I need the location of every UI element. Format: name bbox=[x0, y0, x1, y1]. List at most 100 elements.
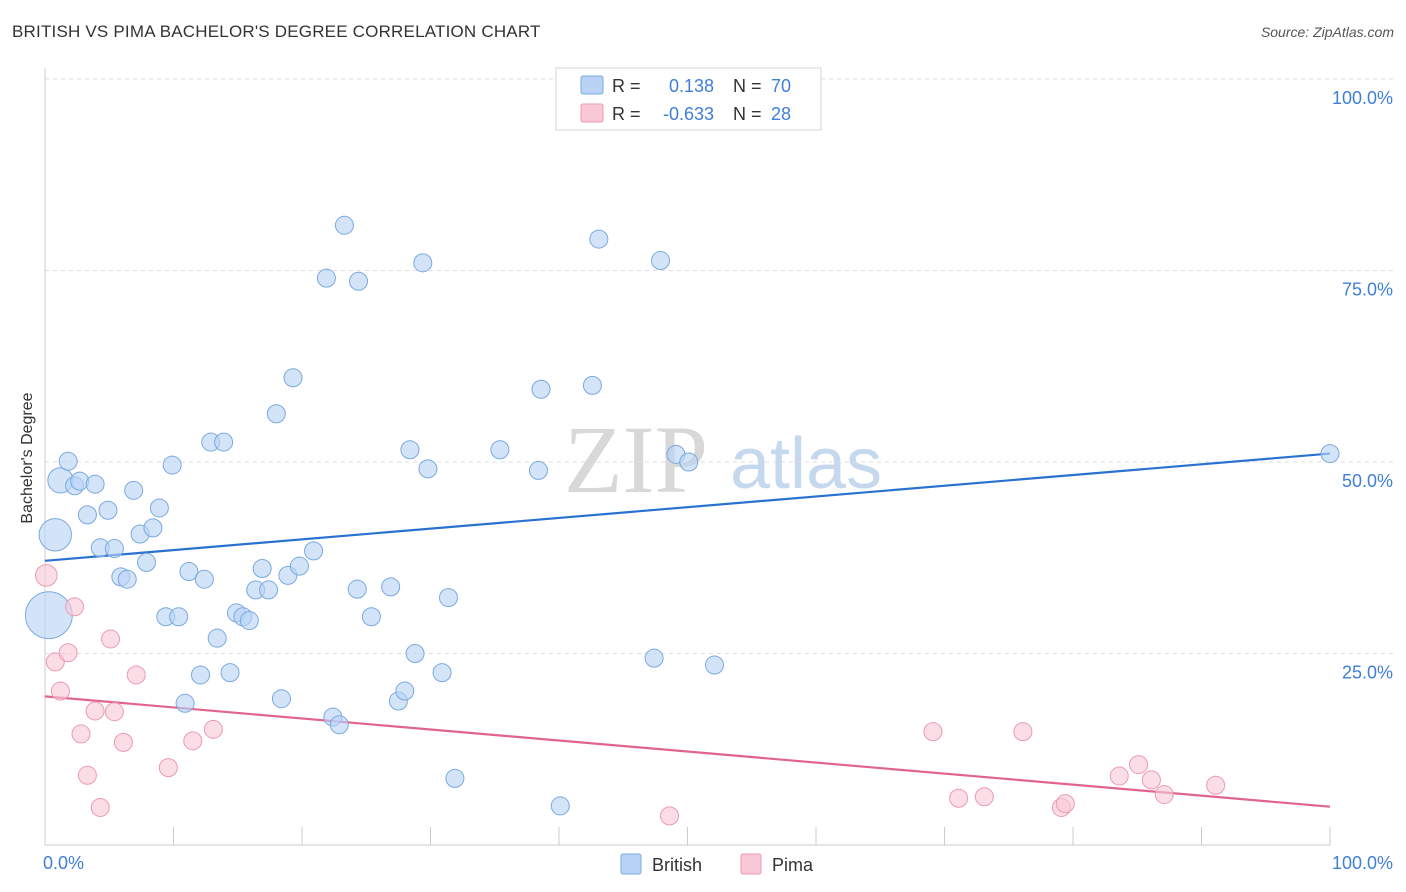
watermark: ZIP atlas bbox=[564, 406, 882, 513]
british-point-36 bbox=[271, 689, 291, 709]
british-point-43 bbox=[329, 715, 349, 735]
british-point-46 bbox=[349, 271, 369, 291]
pima-point-26 bbox=[1154, 784, 1174, 804]
british-point-38 bbox=[283, 368, 303, 388]
british-point-9 bbox=[98, 500, 118, 520]
legend-n-label-pima: N = bbox=[733, 104, 762, 124]
pima-point-6 bbox=[77, 765, 97, 785]
x-tick-label-min: 0.0% bbox=[43, 853, 84, 873]
pima-point-19 bbox=[974, 787, 994, 807]
british-point-26 bbox=[207, 628, 227, 648]
legend-r-label-pima: R = bbox=[612, 104, 641, 124]
british-point-22 bbox=[179, 562, 199, 582]
british-point-15 bbox=[137, 552, 157, 572]
y-tick-label-50: 50.0% bbox=[1342, 471, 1393, 491]
british-point-1 bbox=[38, 518, 72, 552]
chart-title: BRITISH VS PIMA BACHELOR'S DEGREE CORREL… bbox=[12, 22, 541, 41]
british-point-0 bbox=[24, 591, 73, 640]
british-trend-line bbox=[44, 452, 1331, 562]
legend-bottom-swatch-british bbox=[620, 853, 642, 875]
british-point-27 bbox=[214, 432, 234, 452]
pima-point-13 bbox=[158, 758, 178, 778]
british-point-5 bbox=[70, 471, 90, 491]
british-point-51 bbox=[400, 440, 420, 460]
british-point-35 bbox=[266, 404, 286, 424]
x-tick-label-max: 100.0% bbox=[1332, 853, 1393, 873]
british-point-7 bbox=[85, 474, 105, 494]
british-point-44 bbox=[334, 215, 354, 235]
grid: 25.0% 50.0% 75.0% 100.0% bbox=[45, 78, 1395, 683]
british-point-31 bbox=[239, 611, 259, 631]
british-point-55 bbox=[432, 663, 452, 683]
pima-point-27 bbox=[1206, 775, 1226, 795]
british-point-58 bbox=[490, 440, 510, 460]
correlation-legend: R = 0.138 N = 70 R = -0.633 N = 28 bbox=[555, 67, 822, 131]
british-point-61 bbox=[550, 796, 570, 816]
british-point-13 bbox=[124, 480, 144, 500]
british-point-64 bbox=[644, 648, 664, 668]
pima-point-23 bbox=[1109, 766, 1129, 786]
pima-point-17 bbox=[923, 722, 943, 742]
british-point-3 bbox=[58, 451, 78, 471]
y-tick-label-25: 25.0% bbox=[1342, 663, 1393, 683]
pima-point-25 bbox=[1141, 770, 1161, 790]
legend-r-label-british: R = bbox=[612, 76, 641, 96]
legend-n-value-british: 70 bbox=[771, 76, 791, 96]
legend-n-value-pima: 28 bbox=[771, 104, 791, 124]
pima-point-7 bbox=[85, 701, 105, 721]
pima-point-20 bbox=[1013, 722, 1033, 742]
british-point-6 bbox=[77, 505, 97, 525]
pima-point-12 bbox=[126, 665, 146, 685]
pima-point-10 bbox=[104, 702, 124, 722]
british-point-41 bbox=[316, 268, 336, 288]
pima-point-16 bbox=[660, 806, 680, 826]
pima-point-0 bbox=[34, 564, 58, 587]
british-point-69 bbox=[1320, 444, 1340, 464]
pima-point-9 bbox=[101, 629, 121, 649]
pima-point-24 bbox=[1129, 755, 1149, 775]
axes: 0.0% 100.0% bbox=[43, 68, 1393, 873]
pima-point-18 bbox=[949, 788, 969, 808]
british-point-17 bbox=[149, 498, 169, 518]
british-point-20 bbox=[169, 607, 189, 627]
pima-point-11 bbox=[113, 732, 133, 752]
british-point-68 bbox=[704, 655, 724, 675]
y-tick-label-75: 75.0% bbox=[1342, 280, 1393, 300]
british-point-39 bbox=[289, 556, 309, 576]
british-point-62 bbox=[582, 375, 602, 395]
british-point-40 bbox=[304, 541, 324, 561]
british-point-10 bbox=[104, 539, 124, 559]
british-point-56 bbox=[438, 588, 458, 608]
legend-r-value-pima: -0.633 bbox=[663, 104, 714, 124]
british-point-59 bbox=[528, 460, 548, 480]
y-tick-label-100: 100.0% bbox=[1332, 88, 1393, 108]
pima-point-22 bbox=[1055, 794, 1075, 814]
legend-swatch-british bbox=[580, 75, 604, 95]
british-point-34 bbox=[259, 580, 279, 600]
british-point-50 bbox=[395, 681, 415, 701]
british-point-63 bbox=[589, 229, 609, 249]
legend-n-label-british: N = bbox=[733, 76, 762, 96]
british-point-53 bbox=[413, 253, 433, 273]
legend-bottom-label-pima: Pima bbox=[772, 855, 814, 875]
british-point-57 bbox=[445, 768, 465, 788]
british-point-60 bbox=[531, 379, 551, 399]
series-legend: British Pima bbox=[620, 853, 814, 875]
british-point-16 bbox=[143, 518, 163, 538]
pima-point-3 bbox=[58, 643, 78, 663]
legend-swatch-pima bbox=[580, 103, 604, 123]
british-point-48 bbox=[381, 577, 401, 597]
british-point-47 bbox=[361, 607, 381, 627]
pima-point-14 bbox=[183, 731, 203, 751]
pima-point-2 bbox=[50, 681, 70, 701]
british-point-19 bbox=[162, 455, 182, 475]
source-label: Source: ZipAtlas.com bbox=[1260, 24, 1394, 40]
british-point-23 bbox=[190, 665, 210, 685]
british-point-21 bbox=[175, 693, 195, 713]
british-point-65 bbox=[651, 251, 671, 271]
data-points bbox=[24, 215, 1340, 826]
british-point-67 bbox=[679, 452, 699, 472]
legend-bottom-label-british: British bbox=[652, 855, 702, 875]
pima-point-5 bbox=[71, 724, 91, 744]
